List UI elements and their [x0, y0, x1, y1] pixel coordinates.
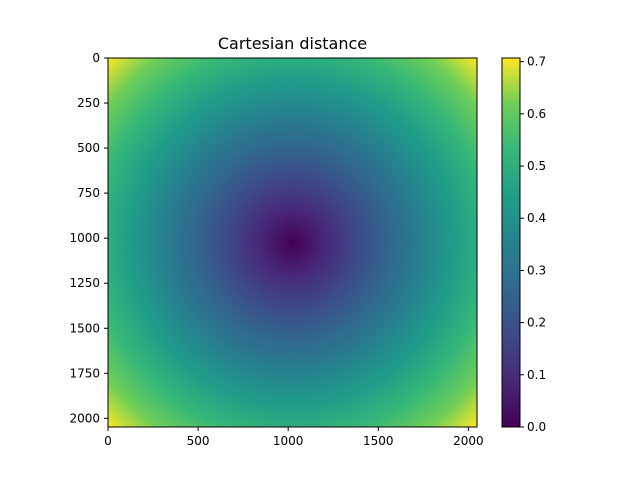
colorbar-tick-label: 0.5 — [527, 159, 546, 173]
x-tick-label: 1500 — [363, 434, 394, 448]
y-tick-label: 1250 — [69, 276, 100, 290]
colorbar: 0.0 0.1 0.2 0.3 0.4 0.5 0.6 0.7 — [501, 55, 546, 434]
heatmap — [108, 58, 477, 427]
y-tick-label: 750 — [77, 186, 100, 200]
y-tick-label: 1500 — [69, 321, 100, 335]
y-tick-label: 500 — [77, 141, 100, 155]
chart-title: Cartesian distance — [218, 34, 367, 53]
colorbar-ticks: 0.0 0.1 0.2 0.3 0.4 0.5 0.6 0.7 — [520, 55, 546, 434]
x-tick-label: 2000 — [453, 434, 484, 448]
x-axis: 0 500 1000 1500 2000 — [104, 427, 484, 448]
colorbar-tick-label: 0.0 — [527, 420, 546, 434]
y-axis: 0 250 500 750 1000 1250 1500 1750 2000 — [69, 51, 108, 425]
x-tick-label: 1000 — [273, 434, 304, 448]
colorbar-frame — [501, 57, 521, 428]
colorbar-tick-label: 0.7 — [527, 55, 546, 69]
colorbar-gradient — [502, 58, 520, 427]
colorbar-tick-label: 0.4 — [527, 211, 546, 225]
y-tick-label: 1000 — [69, 231, 100, 245]
x-tick-label: 0 — [104, 434, 112, 448]
colorbar-tick-label: 0.3 — [527, 263, 546, 277]
x-tick-label: 500 — [187, 434, 210, 448]
y-tick-label: 1750 — [69, 366, 100, 380]
colorbar-tick-label: 0.6 — [527, 107, 546, 121]
y-tick-label: 250 — [77, 96, 100, 110]
colorbar-tick-label: 0.1 — [527, 368, 546, 382]
y-tick-label: 2000 — [69, 411, 100, 425]
plot-frame — [107, 57, 478, 428]
y-tick-label: 0 — [92, 51, 100, 65]
colorbar-tick-label: 0.2 — [527, 316, 546, 330]
